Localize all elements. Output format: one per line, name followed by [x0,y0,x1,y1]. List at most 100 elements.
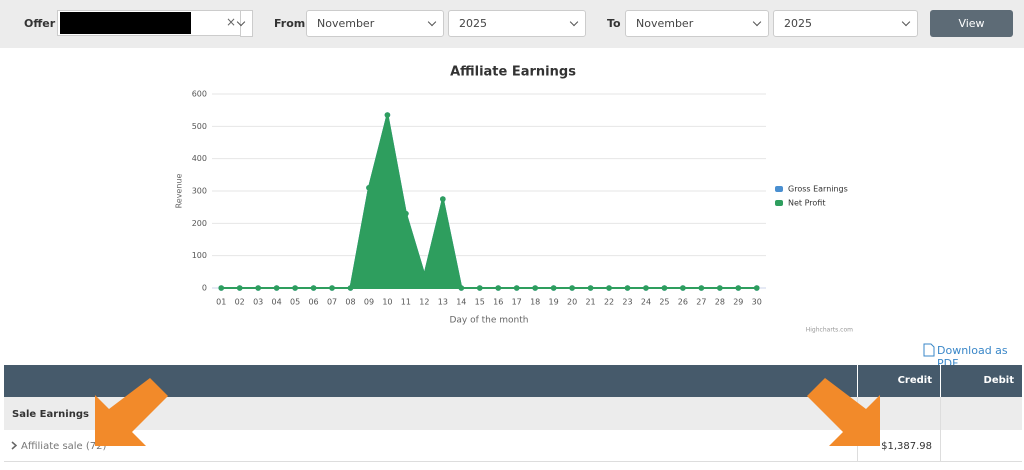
y-tick-label: 100 [192,251,207,260]
area [221,114,757,289]
x-tick-label: 27 [696,298,706,307]
point [403,210,409,217]
y-tick-label: 200 [192,219,207,228]
legend-label: Net Profit [788,199,825,208]
point [458,285,465,291]
point [587,285,594,291]
x-tick-label: 03 [253,298,263,307]
offer-dropdown[interactable] [240,10,253,37]
x-tick-label: 21 [585,298,595,307]
x-tick-label: 24 [641,298,651,307]
point [476,285,483,291]
col-divider [940,397,941,462]
x-tick-label: 16 [493,298,503,307]
point [753,285,760,291]
y-tick-label: 400 [192,154,207,163]
x-tick-label: 28 [715,298,725,307]
x-tick-label: 29 [733,298,743,307]
x-tick-label: 07 [327,298,337,307]
legend-label: Gross Earnings [788,185,848,194]
x-tick-label: 14 [456,298,466,307]
point [384,112,391,118]
y-tick-label: 300 [192,187,207,196]
point [255,285,261,291]
table-row[interactable] [4,430,1022,462]
x-axis-title: Day of the month [449,316,528,326]
y-axis-title: Revenue [175,174,184,209]
x-tick-label: 04 [272,298,282,307]
x-tick-label: 08 [345,298,355,307]
point [513,285,520,291]
x-tick-label: 11 [401,298,411,307]
credit-value: $1,387.98 [881,441,932,452]
point [329,285,335,291]
row-label[interactable]: Affiliate sale (72) [21,441,107,452]
x-tick-label: 18 [530,298,540,307]
offer-label: Offer [24,17,56,30]
pdf-icon [923,343,935,357]
point [366,184,372,191]
point [273,285,280,291]
point [310,285,317,291]
point [569,285,575,291]
point [698,285,705,291]
x-tick-label: 17 [512,298,522,307]
point [347,285,354,291]
section-row [4,397,1022,430]
point [735,285,742,291]
point [550,285,557,291]
col-divider [857,397,858,462]
table-header [4,365,857,397]
clear-button[interactable]: × [226,15,237,29]
point [624,285,631,291]
debit-header: Debit [940,365,1022,397]
point [440,196,446,202]
area [221,114,757,289]
legend-swatch [775,200,783,206]
credit-header: Credit [857,365,940,397]
point [292,285,298,291]
x-tick-label: 13 [438,298,448,307]
legend-swatch [775,186,783,192]
x-tick-label: 19 [549,298,559,307]
x-tick-label: 10 [382,298,392,307]
from-year[interactable]: 2025 [448,10,586,37]
x-tick-label: 30 [752,298,762,307]
chart-title: Affiliate Earnings [450,65,576,80]
x-tick-label: 06 [308,298,318,307]
point [532,285,538,291]
x-tick-label: 01 [216,298,226,307]
from-label: From [274,17,306,30]
credits: Highcharts.com [806,327,853,334]
point [606,285,612,291]
y-tick-label: 600 [192,90,207,99]
x-tick-label: 09 [364,298,374,307]
point [717,285,723,291]
point [643,285,649,291]
point [495,285,502,291]
x-tick-label: 26 [678,298,688,307]
x-tick-label: 05 [290,298,300,307]
y-tick-label: 500 [192,122,207,131]
x-tick-label: 15 [475,298,485,307]
expand-icon[interactable] [11,441,17,450]
section-label: Sale Earnings [12,409,89,420]
from-month[interactable]: November [306,10,444,37]
to-year[interactable]: 2025 [773,10,918,37]
redaction [60,12,191,34]
point [680,285,686,291]
x-tick-label: 02 [235,298,245,307]
point [218,285,225,291]
x-tick-label: 12 [419,298,429,307]
point [421,272,428,278]
to-label: To [607,17,621,30]
point [236,285,243,291]
to-month[interactable]: November [625,10,769,37]
point [661,285,668,291]
x-tick-label: 23 [622,298,632,307]
view-button[interactable]: View [930,10,1013,37]
x-tick-label: 22 [604,298,614,307]
chart: Affiliate Earnings Revenue Day of the mo… [165,58,858,338]
x-tick-label: 20 [567,298,577,307]
